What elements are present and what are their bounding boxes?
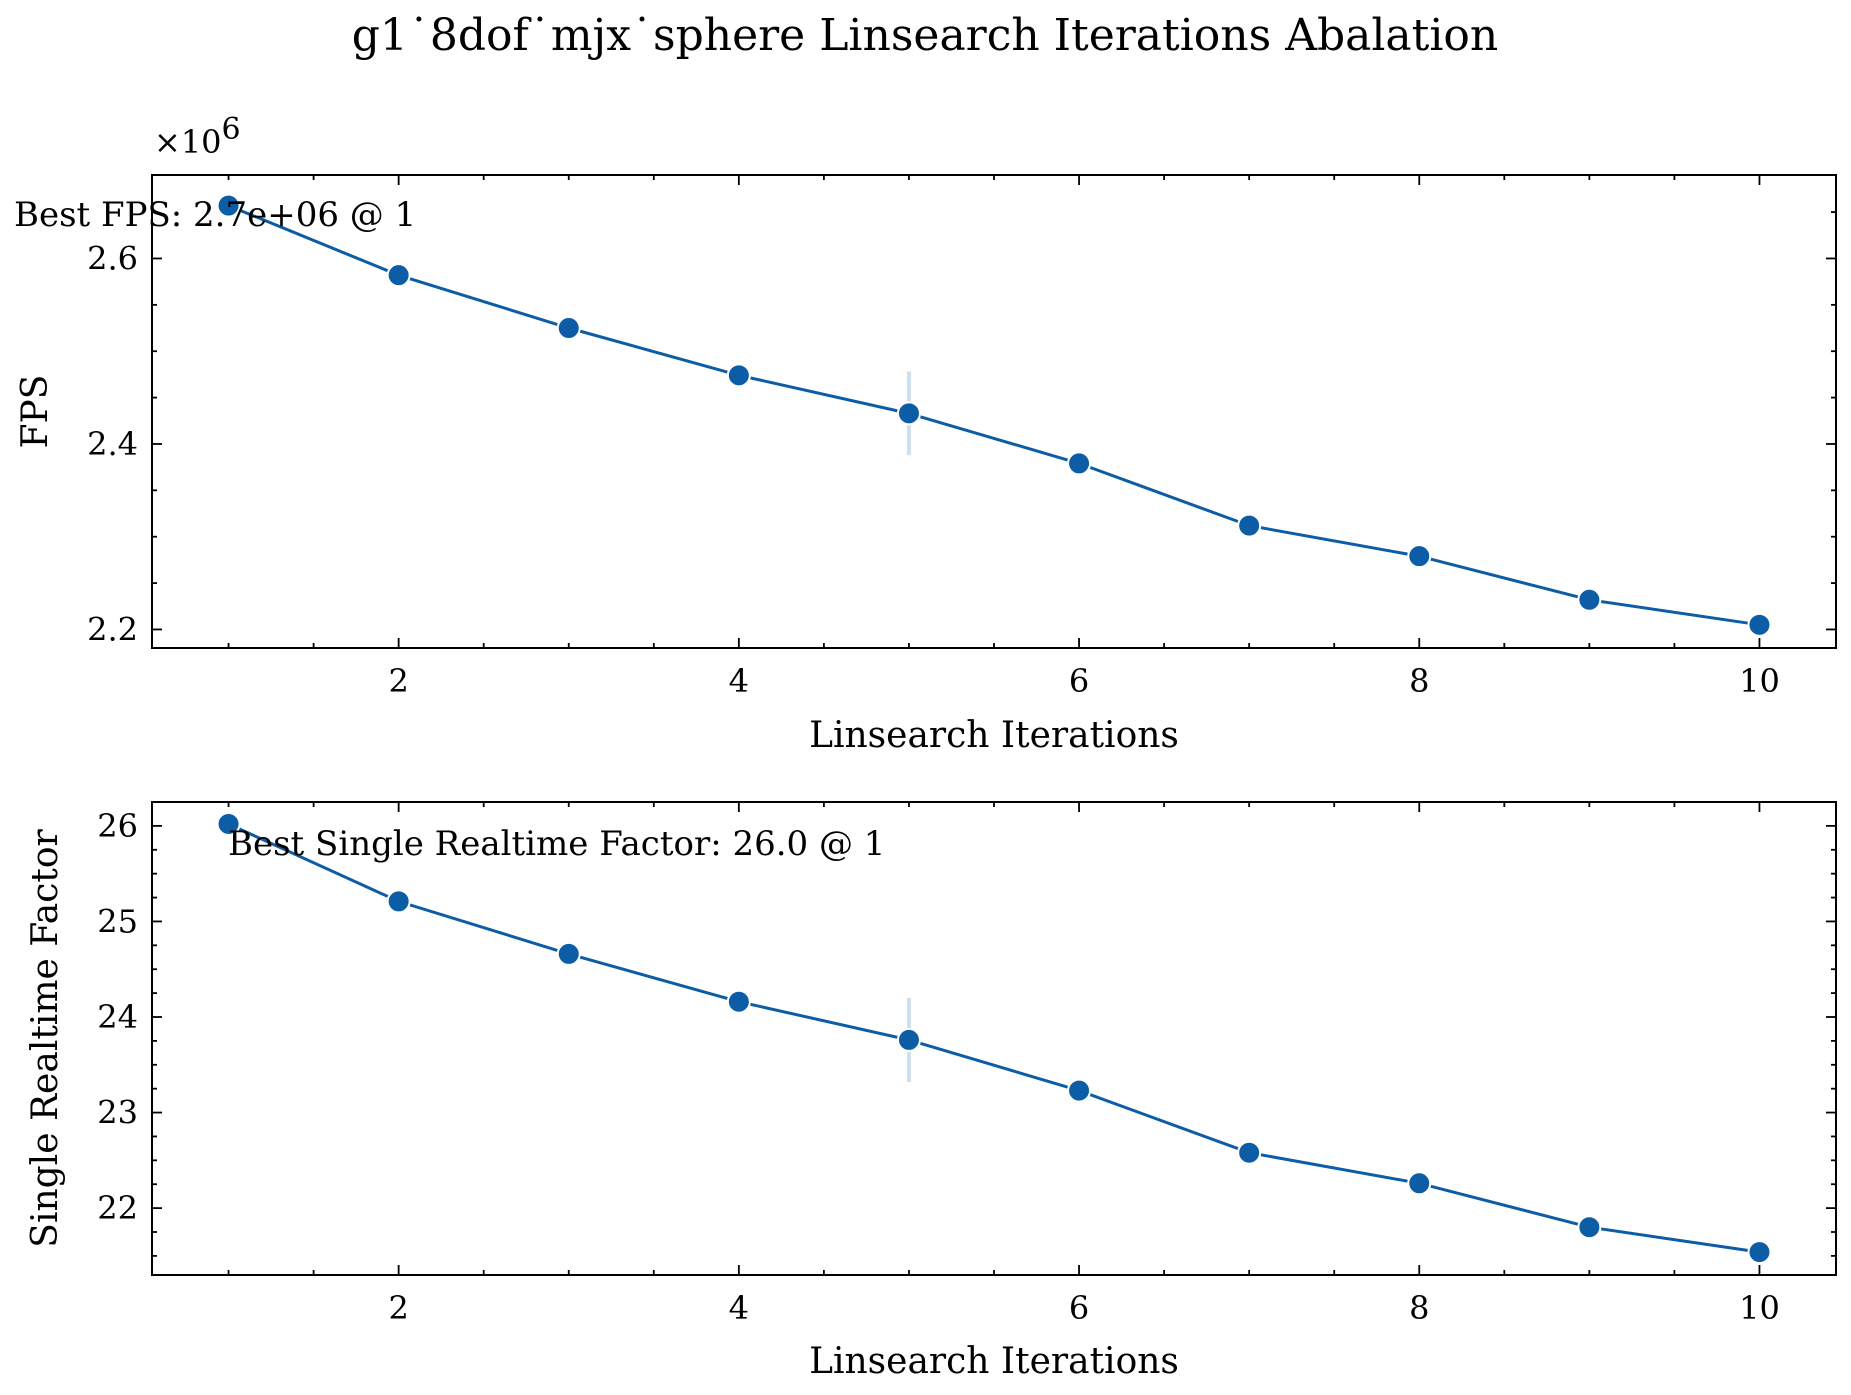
- y-tick-label: 25: [97, 902, 138, 940]
- x-tick-label: 8: [1409, 1289, 1429, 1327]
- x-tick-label: 2: [388, 662, 408, 700]
- data-point: [896, 401, 921, 426]
- y-tick-label: 26: [97, 807, 138, 845]
- data-point: [386, 889, 411, 914]
- data-point: [896, 1027, 921, 1052]
- best-value-annotation: Best FPS: 2.7e+06 @ 1: [14, 195, 416, 235]
- data-point: [1577, 1215, 1602, 1240]
- x-tick-label: 10: [1739, 1289, 1780, 1327]
- x-axis-label: Linsearch Iterations: [809, 715, 1179, 756]
- data-point: [726, 363, 751, 388]
- x-tick-label: 4: [729, 662, 749, 700]
- x-tick-label: 4: [729, 1289, 749, 1327]
- data-point: [386, 263, 411, 288]
- x-tick-label: 10: [1739, 662, 1780, 700]
- data-point: [1577, 587, 1602, 612]
- x-tick-label: 6: [1069, 662, 1089, 700]
- x-tick-label: 2: [388, 1289, 408, 1327]
- data-point: [216, 193, 241, 218]
- series-line: [227, 204, 1760, 627]
- y-tick-label: 2.6: [87, 239, 138, 277]
- data-point: [1407, 1171, 1432, 1196]
- y-tick-label: 24: [97, 998, 138, 1036]
- y-tick-label: 23: [97, 1094, 138, 1132]
- y-tick-label: 2.2: [87, 610, 138, 648]
- y-axis-label: Single Realtime Factor: [25, 828, 66, 1247]
- data-point: [216, 811, 241, 836]
- data-point: [1237, 1140, 1262, 1165]
- data-point: [556, 941, 581, 966]
- data-point: [1067, 451, 1092, 476]
- y-tick-label: 22: [97, 1189, 138, 1227]
- data-point: [556, 316, 581, 341]
- data-point: [726, 989, 751, 1014]
- series-line: [227, 822, 1760, 1254]
- x-tick-label: 8: [1409, 662, 1429, 700]
- data-point: [1747, 612, 1772, 637]
- y-axis-label: FPS: [15, 375, 56, 449]
- axes-frame: [151, 174, 1837, 649]
- data-point: [1237, 513, 1262, 538]
- data-point: [1067, 1078, 1092, 1103]
- figure-title: g1˙8dof˙mjx˙sphere Linsearch Iterations …: [352, 10, 1499, 61]
- data-point: [1407, 544, 1432, 569]
- fps-subplot: 2 4 6 8 10 2.2 2.4 2.6 ×106 Linsearch Iterations F…: [14, 112, 1837, 756]
- axes-frame: [151, 801, 1837, 1276]
- x-axis-label: Linsearch Iterations: [809, 1341, 1179, 1382]
- y-tick-label: 2.4: [87, 425, 138, 463]
- y-multiplier-label: ×106: [154, 112, 241, 161]
- data-point: [1747, 1240, 1772, 1265]
- x-tick-label: 6: [1069, 1289, 1089, 1327]
- best-value-annotation: Best Single Realtime Factor: 26.0 @ 1: [228, 824, 885, 864]
